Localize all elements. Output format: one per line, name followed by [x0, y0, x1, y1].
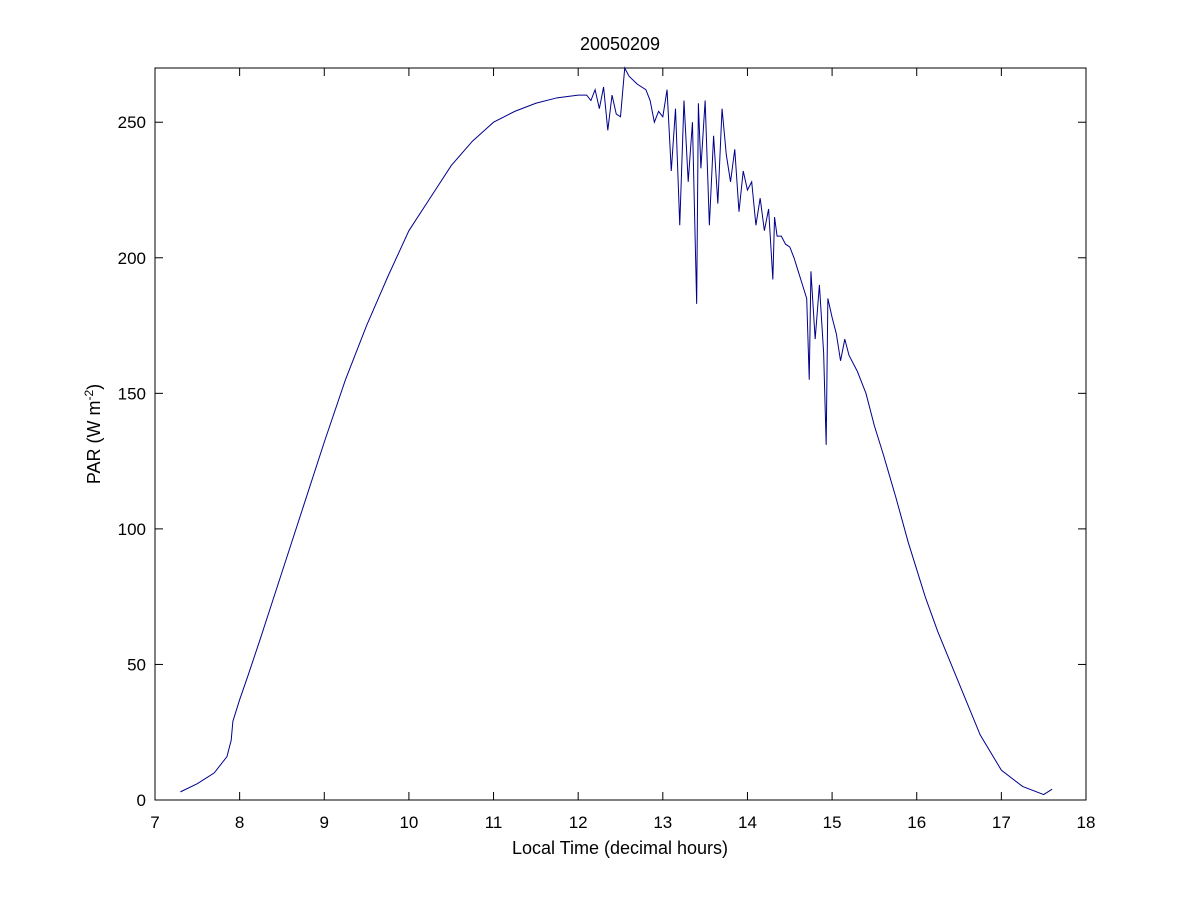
x-tick-label: 10 — [399, 813, 418, 832]
x-tick-label: 9 — [320, 813, 329, 832]
y-tick-label: 50 — [127, 655, 146, 674]
x-axis-title: Local Time (decimal hours) — [512, 838, 728, 858]
y-tick-label: 150 — [118, 384, 146, 403]
y-tick-label: 200 — [118, 249, 146, 268]
y-tick-label: 100 — [118, 520, 146, 539]
x-tick-label: 16 — [907, 813, 926, 832]
x-tick-label: 11 — [485, 813, 503, 832]
y-axis-title: PAR (W m-2) — [82, 384, 104, 484]
y-tick-label: 250 — [118, 113, 146, 132]
x-tick-label: 14 — [738, 813, 757, 832]
x-tick-label: 17 — [992, 813, 1011, 832]
y-axis-title-prefix: PAR (W m — [84, 401, 104, 485]
axis-ticks — [154, 68, 1087, 801]
x-tick-label: 7 — [150, 813, 159, 832]
plot-area — [154, 67, 1087, 801]
x-tick-label: 12 — [569, 813, 588, 832]
y-tick-label: 0 — [137, 791, 146, 810]
chart-title: 20050209 — [580, 34, 660, 54]
x-tick-label: 13 — [653, 813, 672, 832]
axis-tick-labels: 7 8 9 10 11 12 13 14 15 16 17 18 0 50 100 150 200 250 — [118, 113, 1096, 832]
x-tick-label: 8 — [235, 813, 244, 832]
series-line — [180, 66, 1053, 796]
y-axis-title-superscript: -2 — [82, 390, 96, 401]
x-tick-label: 18 — [1077, 813, 1096, 832]
y-axis-title-suffix: ) — [84, 384, 104, 390]
x-tick-label: 15 — [823, 813, 842, 832]
